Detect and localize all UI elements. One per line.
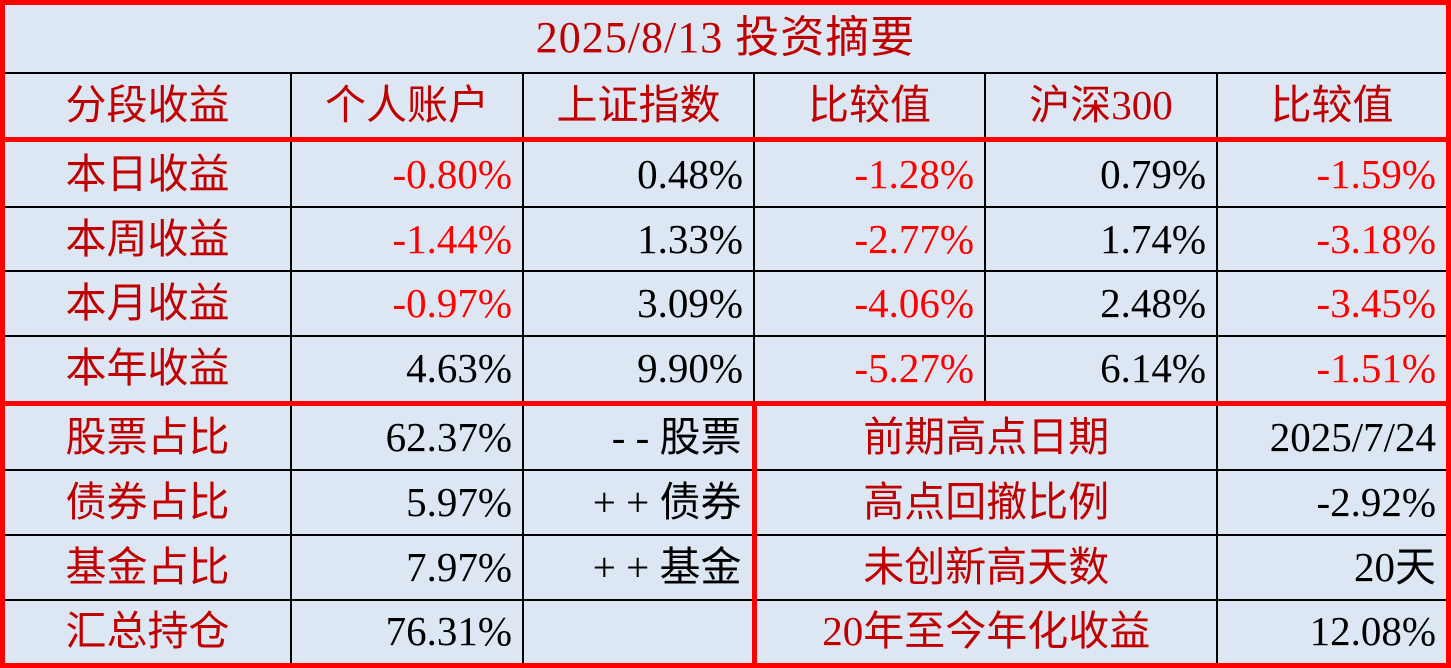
allocation-note [522,598,755,663]
allocation-note: - - 股票 [522,402,755,472]
hs300-return-value: 2.48% [984,270,1218,338]
portfolio-row-stocks: 股票占比 62.37% - - 股票 前期高点日期 2025/7/24 [5,402,1447,472]
allocation-value: 62.37% [290,402,524,472]
header-compare-2: 比较值 [1215,71,1447,143]
allocation-label: 基金占比 [5,533,292,601]
personal-return-value: -0.97% [290,270,524,338]
allocation-value: 5.97% [290,469,524,536]
header-row: 分段收益 个人账户 上证指数 比较值 沪深300 比较值 [5,71,1447,143]
returns-row-daily: 本日收益 -0.80% 0.48% -1.28% 0.79% -1.59% [5,138,1447,208]
compare1-value: -4.06% [753,270,986,338]
stat-label: 前期高点日期 [751,402,1218,472]
compare2-value: -3.45% [1215,270,1447,338]
personal-return-value: 4.63% [290,335,524,406]
stat-label: 20年至今年化收益 [751,598,1218,663]
stat-value: 2025/7/24 [1215,402,1447,472]
hs300-return-value: 1.74% [984,205,1218,273]
title-row: 2025/8/13 投资摘要 [5,5,1447,74]
allocation-label: 债券占比 [5,469,292,536]
investment-summary-table: 2025/8/13 投资摘要 分段收益 个人账户 上证指数 比较值 沪深300 … [5,5,1447,663]
sse-return-value: 3.09% [522,270,755,338]
return-label: 本月收益 [5,270,292,338]
stat-label: 未创新高天数 [751,533,1218,601]
stat-value: 20天 [1215,533,1447,601]
portfolio-row-total: 汇总持仓 76.31% 20年至今年化收益 12.08% [5,598,1447,663]
header-hs300: 沪深300 [984,71,1218,143]
returns-row-yearly: 本年收益 4.63% 9.90% -5.27% 6.14% -1.51% [5,335,1447,406]
sse-return-value: 9.90% [522,335,755,406]
compare2-value: -1.59% [1215,138,1447,208]
header-personal-account: 个人账户 [290,71,524,143]
allocation-note: + + 债券 [522,469,755,536]
compare2-value: -3.18% [1215,205,1447,273]
allocation-note: + + 基金 [522,533,755,601]
allocation-label: 汇总持仓 [5,598,292,663]
report-title: 2025/8/13 投资摘要 [5,5,1447,74]
return-label: 本年收益 [5,335,292,406]
portfolio-row-funds: 基金占比 7.97% + + 基金 未创新高天数 20天 [5,533,1447,601]
compare1-value: -5.27% [753,335,986,406]
header-compare-1: 比较值 [753,71,986,143]
header-segment: 分段收益 [5,71,292,143]
returns-row-weekly: 本周收益 -1.44% 1.33% -2.77% 1.74% -3.18% [5,205,1447,273]
return-label: 本周收益 [5,205,292,273]
allocation-value: 76.31% [290,598,524,663]
personal-return-value: -0.80% [290,138,524,208]
allocation-value: 7.97% [290,533,524,601]
stat-value: -2.92% [1215,469,1447,536]
hs300-return-value: 0.79% [984,138,1218,208]
personal-return-value: -1.44% [290,205,524,273]
return-label: 本日收益 [5,138,292,208]
stat-label: 高点回撤比例 [751,469,1218,536]
sse-return-value: 1.33% [522,205,755,273]
portfolio-row-bonds: 债券占比 5.97% + + 债券 高点回撤比例 -2.92% [5,469,1447,536]
compare1-value: -2.77% [753,205,986,273]
compare1-value: -1.28% [753,138,986,208]
allocation-label: 股票占比 [5,402,292,472]
hs300-return-value: 6.14% [984,335,1218,406]
sse-return-value: 0.48% [522,138,755,208]
stat-value: 12.08% [1215,598,1447,663]
returns-row-monthly: 本月收益 -0.97% 3.09% -4.06% 2.48% -3.45% [5,270,1447,338]
header-sse-index: 上证指数 [522,71,755,143]
compare2-value: -1.51% [1215,335,1447,406]
